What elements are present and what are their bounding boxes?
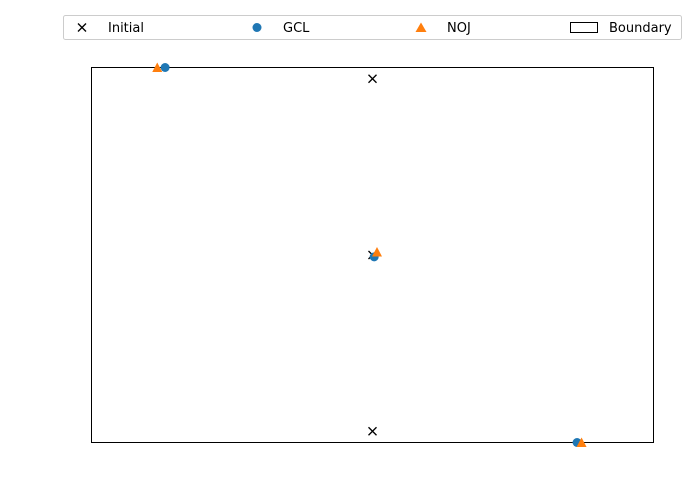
point-noj-2 — [371, 247, 382, 257]
legend-label-noj: NOJ — [447, 21, 471, 36]
legend-marker-initial-x-icon — [77, 23, 87, 32]
legend-label-boundary: Boundary — [609, 21, 672, 36]
point-noj-1 — [152, 62, 163, 72]
point-gcl-1 — [160, 63, 170, 72]
series-noj — [152, 62, 587, 447]
point-initial-3 — [368, 426, 377, 436]
point-noj-3 — [576, 437, 587, 447]
legend-item-initial: Initial — [77, 21, 144, 36]
legend-marker-boundary-rect-icon — [570, 22, 598, 33]
legend-label-initial: Initial — [108, 21, 144, 36]
legend-item-boundary: Boundary — [570, 21, 672, 36]
legend-marker-gcl-circle-icon — [252, 23, 262, 32]
series-gcl — [160, 63, 582, 447]
legend: Initial GCL NOJ Boundary — [63, 15, 682, 40]
legend-marker-noj-triangle-icon — [415, 22, 427, 32]
data-points — [152, 62, 587, 447]
legend-frame — [63, 15, 682, 40]
point-initial-1 — [368, 74, 377, 84]
boundary-rectangle — [91, 67, 654, 443]
legend-item-gcl: GCL — [252, 21, 310, 36]
legend-label-gcl: GCL — [283, 21, 310, 36]
legend-item-noj: NOJ — [415, 21, 471, 36]
